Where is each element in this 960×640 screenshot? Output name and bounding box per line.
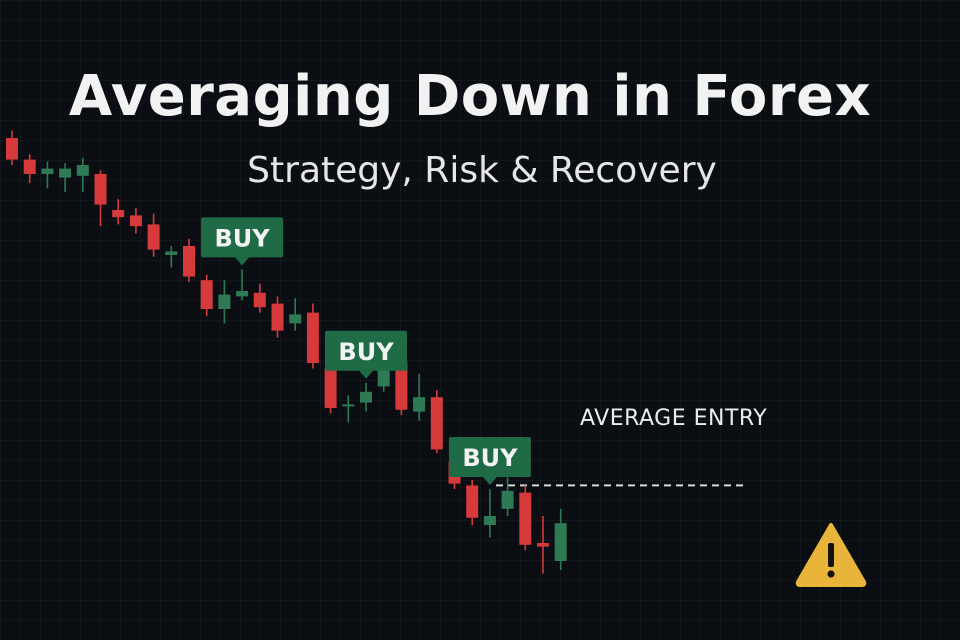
candle [165, 246, 178, 268]
candle-body [200, 280, 213, 309]
candle [430, 390, 443, 453]
candle [324, 364, 337, 414]
candle [183, 238, 195, 282]
average-entry-label: AVERAGE ENTRY [580, 406, 768, 431]
candle-body [94, 174, 107, 205]
candle [342, 395, 355, 423]
candle [554, 508, 567, 570]
candle [76, 157, 89, 192]
candle [129, 208, 142, 234]
candle-body [430, 397, 443, 450]
candle-body [41, 168, 54, 174]
candle [23, 154, 36, 183]
candle [218, 280, 231, 324]
candle-body [306, 312, 319, 363]
candle [483, 489, 496, 538]
buy-marker-label: BUY [215, 224, 271, 252]
candle-body [271, 303, 284, 331]
candle [94, 170, 107, 227]
buy-marker-pointer [235, 257, 250, 266]
candle-body [23, 159, 36, 174]
candle-body [236, 291, 249, 297]
warning-triangle-icon [794, 521, 868, 591]
candle [306, 303, 319, 369]
buy-marker-box [201, 217, 284, 258]
buy-marker-pointer [359, 370, 373, 379]
candle-body [554, 523, 567, 561]
candle [289, 298, 302, 331]
candle [253, 283, 266, 313]
candle-body [165, 251, 178, 255]
buy-marker-label: BUY [462, 444, 518, 472]
candle-body [342, 404, 355, 407]
buy-marker: BUY [325, 330, 407, 379]
candle-body [59, 168, 72, 178]
buy-marker-box [448, 437, 531, 477]
buy-marker-box [325, 330, 407, 371]
candle-body [360, 391, 372, 403]
buy-marker-pointer [482, 477, 497, 485]
candle-body [537, 543, 549, 547]
page-subtitle: Strategy, Risk & Recovery [247, 150, 717, 191]
candle-body [289, 314, 302, 324]
candle-body [466, 485, 479, 518]
candle [271, 296, 284, 338]
candle [200, 274, 213, 317]
candle-body [324, 368, 337, 408]
candle [59, 163, 72, 192]
candle-body [395, 361, 408, 410]
candle-body [501, 490, 514, 509]
candle [537, 516, 549, 574]
candle [466, 480, 479, 525]
candle-body [483, 516, 496, 525]
page-title: Averaging Down in Forex [68, 64, 872, 129]
candle [501, 476, 514, 516]
candle-body [253, 292, 266, 308]
candle-body [519, 492, 532, 545]
candle-body [413, 397, 426, 412]
buy-marker: BUY [201, 217, 284, 266]
candle-body [112, 210, 125, 218]
candle-body [147, 224, 160, 250]
candle [360, 382, 372, 412]
candle [112, 199, 125, 225]
candle [519, 485, 532, 551]
candle-body [76, 165, 89, 176]
candle [236, 269, 249, 300]
buy-marker: BUY [448, 437, 531, 485]
candle [413, 373, 426, 421]
candle-body [129, 215, 142, 227]
buy-marker-label: BUY [338, 338, 394, 366]
candle-body [6, 138, 18, 160]
candle-body [218, 294, 231, 309]
candle [147, 213, 160, 257]
candle [6, 130, 18, 165]
candle [41, 161, 54, 189]
candle-body [183, 246, 195, 277]
